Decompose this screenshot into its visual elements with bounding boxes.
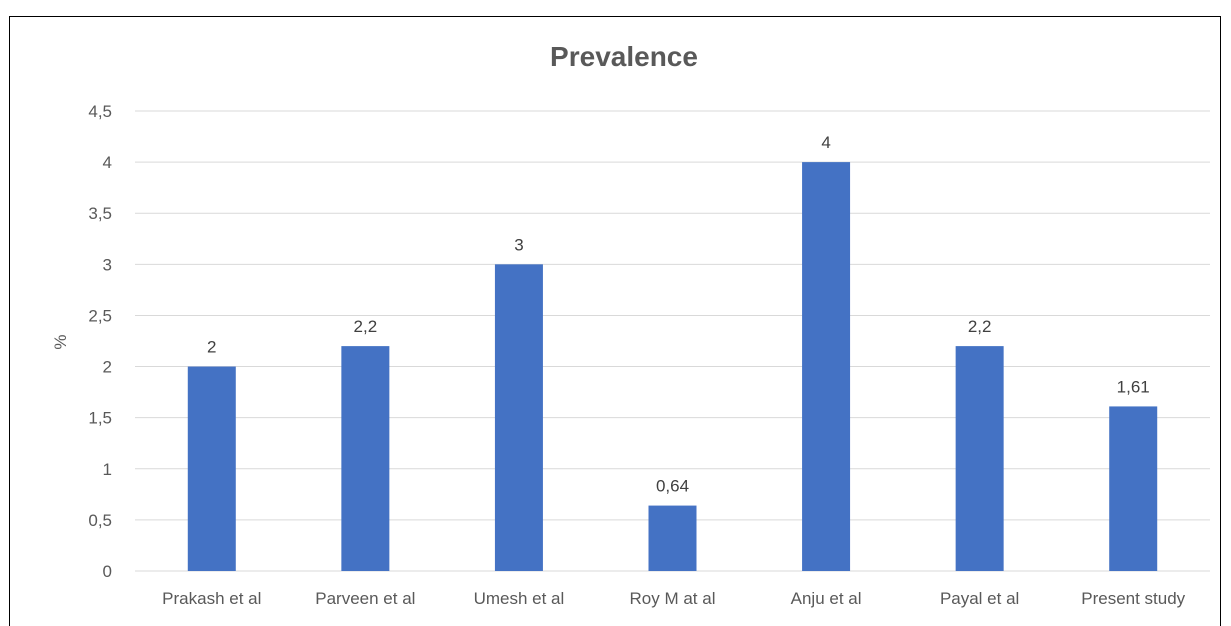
data-label: 2,2 [968,317,992,336]
data-label: 2 [207,338,216,357]
data-label: 3 [514,235,523,254]
bar [187,366,236,571]
x-category-label: Payal et al [940,589,1019,608]
y-tick-label: 3,5 [88,204,112,223]
bar [955,346,1004,571]
bar [802,162,851,571]
bar [341,346,390,571]
y-tick-label: 3 [103,255,112,274]
y-tick-label: 1,5 [88,409,112,428]
data-label: 0,64 [656,477,689,496]
x-category-label: Roy M at al [630,589,716,608]
x-category-label: Umesh et al [474,589,565,608]
data-labels: 2 2,2 3 0,64 4 2,2 1,61 [207,133,1150,495]
data-label: 1,61 [1117,377,1150,396]
y-tick-label: 2 [103,358,112,377]
x-category-label: Present study [1081,589,1185,608]
bar [494,264,543,571]
x-category-label: Parveen et al [315,589,415,608]
y-tick-label: 0,5 [88,511,112,530]
gridlines [135,110,1210,572]
data-label: 2,2 [354,317,378,336]
bars [187,162,1158,571]
y-tick-label: 4,5 [88,102,112,121]
y-axis-label: % [51,334,70,349]
x-category-label: Anju et al [791,589,862,608]
y-tick-label: 4 [103,153,112,172]
bar [1109,406,1158,571]
x-category-label: Prakash et al [162,589,261,608]
y-tick-label: 2,5 [88,306,112,325]
y-tick-label: 1 [103,460,112,479]
x-axis-categories: Prakash et al Parveen et al Umesh et al Roy… [162,589,1186,608]
chart-title: Prevalence [550,41,698,72]
y-tick-label: 0 [103,562,112,581]
bar [648,505,697,571]
y-axis-ticks: 0 0,5 1 1,5 2 2,5 3 3,5 4 4,5 [88,102,112,581]
data-label: 4 [821,133,830,152]
